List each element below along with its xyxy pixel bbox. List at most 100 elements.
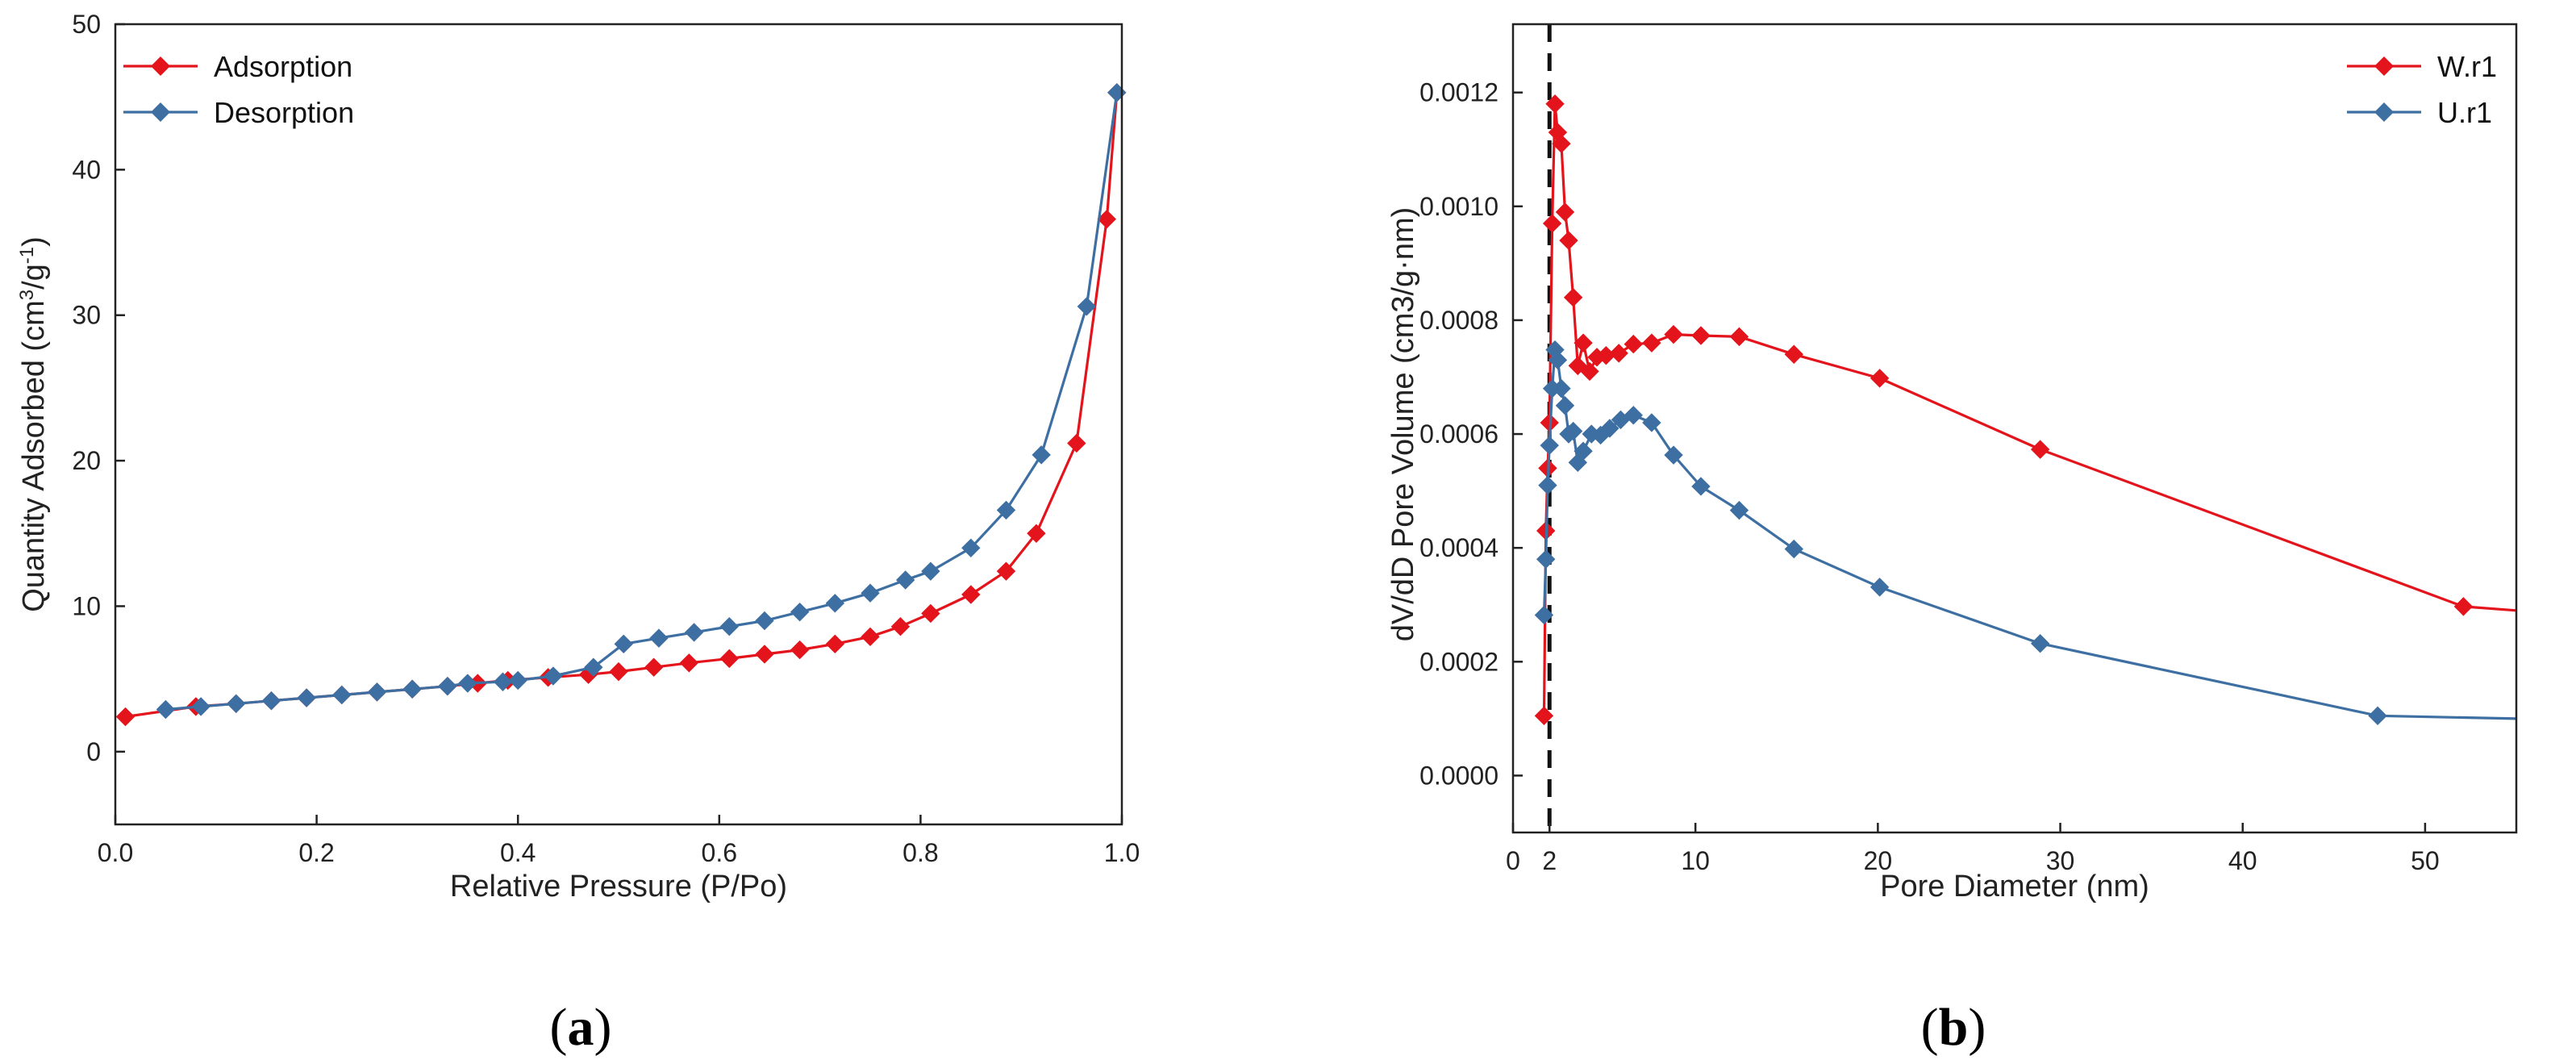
panel-b-series-1-point bbox=[1691, 477, 1711, 496]
panel-a-y-axis-title-part: Quantity Adsorbed (cm bbox=[17, 300, 51, 612]
panel-b-caption: (b) bbox=[1921, 998, 1986, 1057]
panel-a-series-1-point bbox=[1077, 297, 1097, 316]
panel-b-x-tick-label: 40 bbox=[2228, 846, 2257, 875]
panel-b-series-0-point bbox=[1555, 202, 1575, 222]
panel-a-y-tick-label: 10 bbox=[72, 591, 101, 620]
panel-a-series-0-point bbox=[1027, 524, 1046, 543]
panel-a-series-1-point bbox=[684, 623, 704, 642]
panel-b-y-tick-label: 0.0002 bbox=[1419, 647, 1498, 676]
panel-b-y-tick-label: 0.0010 bbox=[1419, 192, 1498, 221]
panel-b-series-0-point bbox=[1784, 344, 1804, 364]
panel-a-series-1-point bbox=[156, 699, 176, 720]
panel-a-caption: (a) bbox=[550, 998, 612, 1057]
panel-b-legend-label: U.r1 bbox=[2437, 96, 2492, 129]
panel-b: 0 2 10 20 30 40 50 0.0000 0.0002 0.0004 0.0006 0.00… bbox=[1386, 23, 2518, 1057]
panel-b-series-1-point bbox=[1729, 500, 1749, 520]
panel-a-series-1-point bbox=[1032, 445, 1051, 465]
panel-a-series-1-point bbox=[825, 594, 845, 613]
panel-b-series-1-point bbox=[1664, 445, 1683, 465]
panel-b-series-0-point bbox=[2030, 440, 2050, 459]
panel-b-plot-area bbox=[1534, 24, 2517, 832]
panel-b-y-tick-label: 0.0008 bbox=[1419, 306, 1498, 335]
panel-a-series-1-point bbox=[895, 570, 915, 590]
panel-a-caption-open: ( bbox=[550, 998, 568, 1057]
panel-b-series-1-point bbox=[1642, 413, 1661, 432]
panel-a-y-tick-label: 50 bbox=[72, 10, 101, 39]
panel-b-y-tick-label: 0.0004 bbox=[1419, 533, 1498, 562]
panel-a-x-tick-label: 0.2 bbox=[298, 838, 334, 867]
panel-a-series-1-point bbox=[508, 670, 527, 691]
panel-a-series-0-point bbox=[115, 707, 135, 727]
panel-b-legend-marker bbox=[2374, 102, 2394, 122]
panel-b-series-1-point bbox=[1784, 539, 1804, 559]
panel-a-plot-area bbox=[115, 83, 1127, 727]
panel-a-series-1-point bbox=[544, 666, 563, 686]
panel-a-x-tick-label: 0.6 bbox=[702, 838, 737, 867]
panel-a-series-1-point bbox=[614, 634, 633, 654]
panel-b-axes: 0 2 10 20 30 40 50 0.0000 0.0002 0.0004 0.0006 0.00… bbox=[1419, 78, 2440, 875]
panel-b-y-tick-label: 0.0012 bbox=[1419, 78, 1498, 107]
panel-b-series-0-point bbox=[2453, 597, 2474, 616]
panel-b-series-1-point bbox=[1538, 475, 1557, 495]
panel-b-series-0-point bbox=[1563, 287, 1583, 307]
panel-a-series-1-point bbox=[438, 676, 457, 696]
panel-a-series-1-point bbox=[790, 602, 810, 622]
panel-b-x-tick-label: 30 bbox=[2046, 846, 2075, 875]
panel-a-series-1-point bbox=[961, 538, 981, 558]
panel-a-series-1-point bbox=[493, 672, 513, 691]
panel-b-series-0-point bbox=[1559, 231, 1578, 250]
panel-a-y-tick-label: 20 bbox=[72, 446, 101, 475]
panel-a-series-1-point bbox=[861, 583, 880, 603]
panel-b-series-0-point bbox=[1609, 344, 1628, 363]
panel-b-series-0-point bbox=[1691, 326, 1711, 345]
panel-b-x-axis-title: Pore Diameter (nm) bbox=[1880, 870, 2149, 903]
panel-a-series-0-point bbox=[996, 561, 1016, 581]
panel-b-series-0-point bbox=[1545, 94, 1565, 114]
panel-b-series-0-point bbox=[1580, 361, 1599, 382]
panel-a-y-axis-title-part: ) bbox=[17, 236, 51, 247]
panel-a-y-axis-title-superscript: -1 bbox=[16, 247, 38, 264]
panel-a-series-1-point bbox=[367, 682, 387, 702]
panel-a-series-0-point bbox=[755, 645, 774, 664]
panel-b-series-0-point bbox=[1664, 324, 1683, 344]
panel-b-series-0-point bbox=[1869, 369, 1890, 388]
panel-a-series-line-1 bbox=[165, 92, 1119, 711]
panel-a-series-1-point bbox=[402, 679, 422, 699]
panel-a-series-1-point bbox=[458, 674, 477, 693]
panel-a-caption-letter: a bbox=[568, 998, 594, 1057]
panel-a-series-1-point bbox=[227, 694, 246, 714]
panel-b-series-0-point bbox=[1542, 214, 1562, 233]
panel-b-series-1-point bbox=[1548, 350, 1568, 370]
panel-b-caption-close: ) bbox=[1968, 998, 1986, 1057]
panel-a-x-axis-title: Relative Pressure (P/Po) bbox=[450, 870, 787, 903]
panel-a-series-0-point bbox=[1097, 209, 1116, 229]
panel-a-legend-label: Adsorption bbox=[214, 50, 352, 83]
panel-a-series-0-point bbox=[719, 649, 739, 669]
panel-a-series-1-point bbox=[649, 628, 669, 648]
panel-a-y-axis-title-superscript: 3 bbox=[16, 290, 38, 300]
panel-a-series-1-point bbox=[584, 657, 603, 677]
panel-b-legend-label: W.r1 bbox=[2437, 50, 2497, 83]
panel-b-series-0-point bbox=[1729, 327, 1749, 347]
panel-b-series-0-point bbox=[1552, 134, 1571, 153]
panel-a: 0.0 0.2 0.4 0.6 0.8 1.0 0 10 20 30 40 50 Relative P… bbox=[16, 10, 1140, 1057]
panel-b-series-line-0 bbox=[1542, 102, 2517, 716]
panel-a-series-0-point bbox=[644, 657, 664, 677]
panel-a-x-tick-label: 0.4 bbox=[500, 838, 536, 867]
panel-a-x-tick-label: 0.8 bbox=[902, 838, 938, 867]
panel-a-series-0-point bbox=[961, 585, 981, 604]
panel-b-x-tick-label: 10 bbox=[1681, 846, 1710, 875]
panel-b-caption-open: ( bbox=[1921, 998, 1939, 1057]
panel-b-series-1-point bbox=[1600, 419, 1619, 438]
panel-b-series-0-point bbox=[1624, 334, 1643, 354]
panel-a-series-1-point bbox=[755, 611, 774, 631]
panel-a-legend-label: Desorption bbox=[214, 96, 354, 129]
panel-a-legend-marker bbox=[151, 102, 170, 122]
panel-b-y-axis-title: dV/dD Pore Volume (cm3/g·nm) bbox=[1386, 207, 1420, 642]
panel-a-series-1-point bbox=[332, 685, 352, 705]
panel-a-series-1-point bbox=[996, 500, 1016, 520]
panel-b-x-tick-label: 2 bbox=[1542, 846, 1557, 875]
panel-a-y-axis-title-part: /g bbox=[17, 264, 51, 290]
panel-b-series-1-point bbox=[1534, 605, 1554, 625]
